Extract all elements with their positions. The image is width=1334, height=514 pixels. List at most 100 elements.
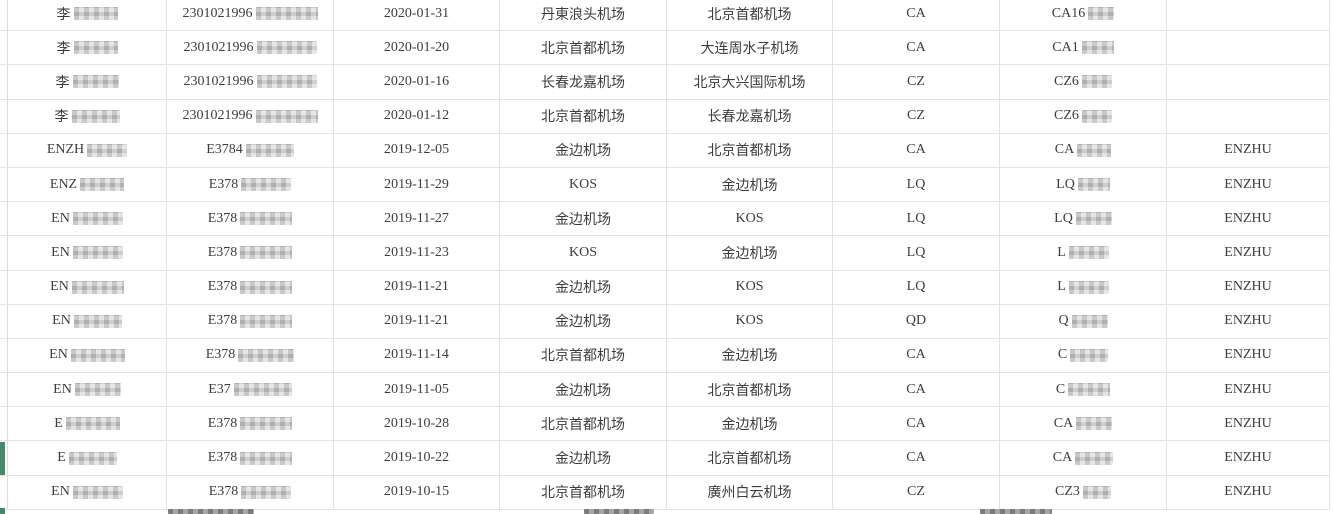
cell-passenger-name[interactable]: ENZ [8, 167, 167, 202]
cell-agent-code[interactable]: ENZHU [1167, 202, 1330, 236]
cell-airline-code[interactable]: LQ [833, 270, 1000, 304]
cell-flight-number[interactable]: C [1000, 338, 1167, 373]
cell-departure-airport[interactable]: 金边机场 [500, 441, 667, 475]
cell-departure-airport[interactable]: 北京首都机场 [500, 475, 667, 509]
cell-arrival-airport[interactable]: 金边机场 [667, 407, 833, 441]
cell-flight-number[interactable]: CA16 [1000, 0, 1167, 31]
cell-agent-code[interactable]: ENZHU [1167, 475, 1330, 509]
cell-arrival-airport[interactable]: 北京大兴国际机场 [667, 65, 833, 99]
cell-id-number[interactable]: E378 [167, 304, 334, 338]
cell-agent-code[interactable]: ENZHU [1167, 133, 1330, 167]
cell-id-number[interactable]: E378 [167, 167, 334, 202]
cell-passenger-name[interactable]: EN [8, 338, 167, 373]
cell-id-number[interactable]: 2301021996 [167, 0, 334, 31]
cell-departure-airport[interactable]: 金边机场 [500, 304, 667, 338]
cell-flight-date[interactable]: 2019-11-14 [334, 338, 500, 373]
cell-airline-code[interactable]: CA [833, 133, 1000, 167]
cell-agent-code[interactable]: ENZHU [1167, 270, 1330, 304]
cell-departure-airport[interactable]: 北京首都机场 [500, 338, 667, 373]
cell-agent-code[interactable] [1167, 99, 1330, 133]
cell-arrival-airport[interactable]: 金边机场 [667, 338, 833, 373]
cell-id-number[interactable]: E37 [167, 373, 334, 407]
cell-departure-airport[interactable]: 金边机场 [500, 373, 667, 407]
cell-agent-code[interactable] [1167, 0, 1330, 31]
cell-airline-code[interactable]: LQ [833, 167, 1000, 202]
cell-airline-code[interactable]: CZ [833, 65, 1000, 99]
cell-airline-code[interactable]: CZ [833, 99, 1000, 133]
cell-passenger-name[interactable]: 李 [8, 31, 167, 65]
cell-departure-airport[interactable]: 金边机场 [500, 270, 667, 304]
cell-agent-code[interactable]: ENZHU [1167, 304, 1330, 338]
cell-flight-number[interactable]: LQ [1000, 202, 1167, 236]
cell-airline-code[interactable]: QD [833, 304, 1000, 338]
cell-agent-code[interactable]: ENZHU [1167, 373, 1330, 407]
cell-agent-code[interactable]: ENZHU [1167, 407, 1330, 441]
cell-flight-number[interactable]: CZ3 [1000, 475, 1167, 509]
cell-agent-code[interactable]: ENZHU [1167, 167, 1330, 202]
cell-id-number[interactable]: E378 [167, 202, 334, 236]
selected-row-marker[interactable] [0, 442, 5, 475]
cell-flight-date[interactable]: 2019-11-21 [334, 304, 500, 338]
cell-airline-code[interactable]: CA [833, 0, 1000, 31]
cell-flight-number[interactable]: LQ [1000, 167, 1167, 202]
cell-arrival-airport[interactable]: 大连周水子机场 [667, 31, 833, 65]
cell-arrival-airport[interactable]: 廣州白云机场 [667, 475, 833, 509]
cell-arrival-airport[interactable]: 北京首都机场 [667, 441, 833, 475]
cell-flight-date[interactable]: 2020-01-12 [334, 99, 500, 133]
cell-airline-code[interactable]: CA [833, 441, 1000, 475]
cell-passenger-name[interactable]: E [8, 441, 167, 475]
cell-id-number[interactable]: 2301021996 [167, 31, 334, 65]
cell-id-number[interactable]: E378 [167, 475, 334, 509]
cell-departure-airport[interactable]: 长春龙嘉机场 [500, 65, 667, 99]
cell-departure-airport[interactable]: 北京首都机场 [500, 99, 667, 133]
cell-agent-code[interactable] [1167, 31, 1330, 65]
cell-flight-number[interactable]: CA1 [1000, 31, 1167, 65]
cell-flight-number[interactable]: L [1000, 270, 1167, 304]
cell-flight-date[interactable]: 2019-10-15 [334, 475, 500, 509]
cell-airline-code[interactable]: LQ [833, 202, 1000, 236]
cell-passenger-name[interactable]: ENZH [8, 133, 167, 167]
cell-airline-code[interactable]: CA [833, 407, 1000, 441]
cell-agent-code[interactable]: ENZHU [1167, 441, 1330, 475]
cell-passenger-name[interactable]: EN [8, 270, 167, 304]
cell-flight-date[interactable]: 2019-12-05 [334, 133, 500, 167]
cell-departure-airport[interactable]: 金边机场 [500, 202, 667, 236]
cell-flight-date[interactable]: 2020-01-20 [334, 31, 500, 65]
cell-passenger-name[interactable]: EN [8, 202, 167, 236]
cell-airline-code[interactable]: CZ [833, 475, 1000, 509]
cell-id-number[interactable]: 2301021996 [167, 65, 334, 99]
cell-id-number[interactable]: E378 [167, 270, 334, 304]
cell-flight-number[interactable]: Q [1000, 304, 1167, 338]
cell-flight-number[interactable]: C [1000, 373, 1167, 407]
cell-id-number[interactable]: E3784 [167, 133, 334, 167]
cell-flight-date[interactable]: 2019-10-28 [334, 407, 500, 441]
cell-airline-code[interactable]: CA [833, 373, 1000, 407]
cell-passenger-name[interactable]: EN [8, 304, 167, 338]
cell-passenger-name[interactable]: E [8, 407, 167, 441]
cell-arrival-airport[interactable]: 北京首都机场 [667, 373, 833, 407]
cell-flight-number[interactable]: L [1000, 236, 1167, 270]
cell-departure-airport[interactable]: 北京首都机场 [500, 31, 667, 65]
cell-flight-date[interactable]: 2019-11-27 [334, 202, 500, 236]
cell-arrival-airport[interactable]: 金边机场 [667, 167, 833, 202]
cell-passenger-name[interactable]: EN [8, 475, 167, 509]
cell-agent-code[interactable]: ENZHU [1167, 338, 1330, 373]
cell-agent-code[interactable]: ENZHU [1167, 236, 1330, 270]
cell-flight-number[interactable]: CA [1000, 133, 1167, 167]
cell-passenger-name[interactable]: EN [8, 236, 167, 270]
cell-departure-airport[interactable]: 金边机场 [500, 133, 667, 167]
cell-flight-number[interactable]: CA [1000, 407, 1167, 441]
cell-arrival-airport[interactable]: 长春龙嘉机场 [667, 99, 833, 133]
cell-flight-date[interactable]: 2020-01-31 [334, 0, 500, 31]
cell-arrival-airport[interactable]: KOS [667, 202, 833, 236]
cell-flight-date[interactable]: 2019-11-21 [334, 270, 500, 304]
cell-flight-number[interactable]: CZ6 [1000, 99, 1167, 133]
cell-flight-date[interactable]: 2020-01-16 [334, 65, 500, 99]
cell-departure-airport[interactable]: 丹東浪头机场 [500, 0, 667, 31]
cell-arrival-airport[interactable]: 金边机场 [667, 236, 833, 270]
cell-flight-number[interactable]: CA [1000, 441, 1167, 475]
cell-id-number[interactable]: E378 [167, 338, 334, 373]
cell-arrival-airport[interactable]: 北京首都机场 [667, 133, 833, 167]
cell-agent-code[interactable] [1167, 65, 1330, 99]
cell-passenger-name[interactable]: 李 [8, 65, 167, 99]
